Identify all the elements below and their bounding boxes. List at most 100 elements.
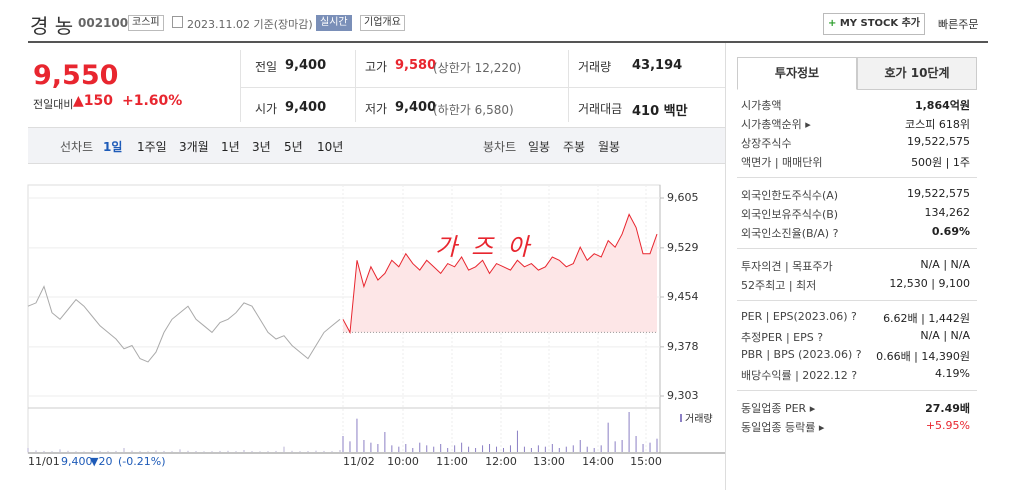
volume-bar (523, 446, 525, 452)
volume-bar (51, 451, 53, 452)
realtime-badge[interactable]: 실시간 (316, 15, 352, 31)
info-label: 상장주식수 (741, 137, 792, 150)
volume-bar (251, 451, 253, 452)
volume-bar (440, 444, 442, 452)
info-value: 6.62배 | 1,442원 (883, 312, 970, 325)
stat-note: (상한가 12,220) (433, 61, 522, 75)
my-stock-button[interactable]: + MY STOCK 추가 (823, 13, 925, 35)
tabs-bar (28, 127, 725, 164)
volume-legend-icon (680, 414, 682, 422)
change: ▲150 (73, 93, 114, 109)
volume-bar (530, 448, 532, 452)
volume-bar (537, 445, 539, 452)
date: 2023.11.02 기준(장마감) (187, 18, 313, 31)
volume-bar (502, 448, 504, 452)
volume-bar (187, 450, 189, 452)
volume-bar (363, 440, 365, 452)
volume-bar (391, 445, 393, 452)
side-rule (737, 248, 977, 249)
volume-bar (635, 436, 637, 452)
volume-bar (299, 451, 301, 452)
volume-bar (454, 445, 456, 452)
x-tick-label: 11/01 (28, 455, 60, 468)
stat-divider (568, 50, 569, 122)
stat-label: 전일 (255, 60, 278, 74)
divider (725, 43, 726, 490)
volume-bar (412, 448, 414, 452)
my-stock-label: MY STOCK 추가 (839, 18, 921, 29)
volume-bar (649, 442, 651, 452)
volume-bar (115, 450, 117, 452)
tab[interactable]: 1일 (103, 140, 123, 154)
tab[interactable]: 3년 (252, 140, 271, 154)
volume-bar (339, 450, 341, 452)
tab[interactable]: 10년 (317, 140, 344, 154)
volume-bar (43, 450, 45, 452)
volume-bar (283, 446, 285, 452)
stat-value: 9,400 (285, 58, 327, 73)
volume-bar (219, 450, 221, 452)
side-tab[interactable]: 호가 10단계 (857, 57, 977, 90)
company-info-button[interactable]: 기업개요 (360, 15, 405, 31)
volume-bar (195, 451, 197, 452)
info-label: 외국인소진율(B/A) ? (741, 227, 839, 240)
stat-rule (240, 87, 725, 88)
info-value: 27.49배 (925, 402, 970, 415)
tab[interactable]: 일봉 (528, 140, 551, 154)
volume-bar (163, 450, 165, 452)
y-tick-label: 9,605 (667, 191, 699, 204)
stock-code: 002100 (78, 16, 129, 30)
volume-bar (59, 449, 61, 452)
header-rule (28, 41, 988, 43)
volume-bar (356, 418, 358, 452)
volume-bar (544, 446, 546, 452)
calendar-icon (172, 16, 183, 28)
volume-bar (67, 450, 69, 452)
x-tick-label: 13:00 (533, 455, 565, 468)
current-price: 9,550 (33, 60, 119, 91)
info-value: 0.66배 | 14,390원 (876, 350, 970, 363)
tab[interactable]: 주봉 (563, 140, 586, 154)
info-label: 52주최고 | 최저 (741, 279, 817, 292)
stat-label: 거래대금 (578, 102, 623, 116)
prev-summary: ▼20 (90, 455, 112, 468)
volume-bar (147, 451, 149, 452)
change-label: 전일대비 (33, 98, 74, 111)
info-label: 추정PER | EPS ? (741, 331, 824, 344)
stat-note: (하한가 6,580) (433, 103, 514, 117)
tab[interactable]: 월봉 (598, 140, 621, 154)
info-value: 12,530 | 9,100 (889, 277, 970, 290)
volume-bar (489, 444, 491, 452)
volume-bar (656, 438, 658, 452)
volume-bar (565, 446, 567, 452)
volume-bar (211, 451, 213, 452)
tab[interactable]: 5년 (284, 140, 303, 154)
info-label: 액면가 | 매매단위 (741, 156, 823, 169)
volume-bar (607, 422, 609, 452)
volume-bar (139, 451, 141, 452)
change-value: 150 (83, 93, 114, 109)
volume-bar (91, 450, 93, 452)
side-tab[interactable]: 투자정보 (737, 57, 857, 90)
volume-bar (35, 450, 37, 452)
volume-bar (621, 440, 623, 452)
volume-bar (235, 451, 237, 452)
quick-order[interactable]: 빠른주문 (938, 18, 979, 31)
volume-bar (131, 450, 133, 452)
tab[interactable]: 1주일 (137, 140, 167, 154)
info-label: 동일업종 등락률 ▸ (741, 421, 825, 434)
volume-bar (259, 451, 261, 452)
volume-bar (75, 451, 77, 452)
info-value: N/A | N/A (920, 329, 970, 342)
volume-bar (27, 448, 29, 452)
volume-bar (99, 451, 101, 452)
tab[interactable]: 1년 (221, 140, 240, 154)
prev-summary: (-0.21%) (118, 455, 166, 468)
info-label: 시가총액순위 ▸ (741, 118, 811, 131)
volume-bar (642, 444, 644, 452)
volume-bar (331, 451, 333, 452)
tab[interactable]: 3개월 (179, 140, 209, 154)
y-tick-label: 9,378 (667, 340, 699, 353)
